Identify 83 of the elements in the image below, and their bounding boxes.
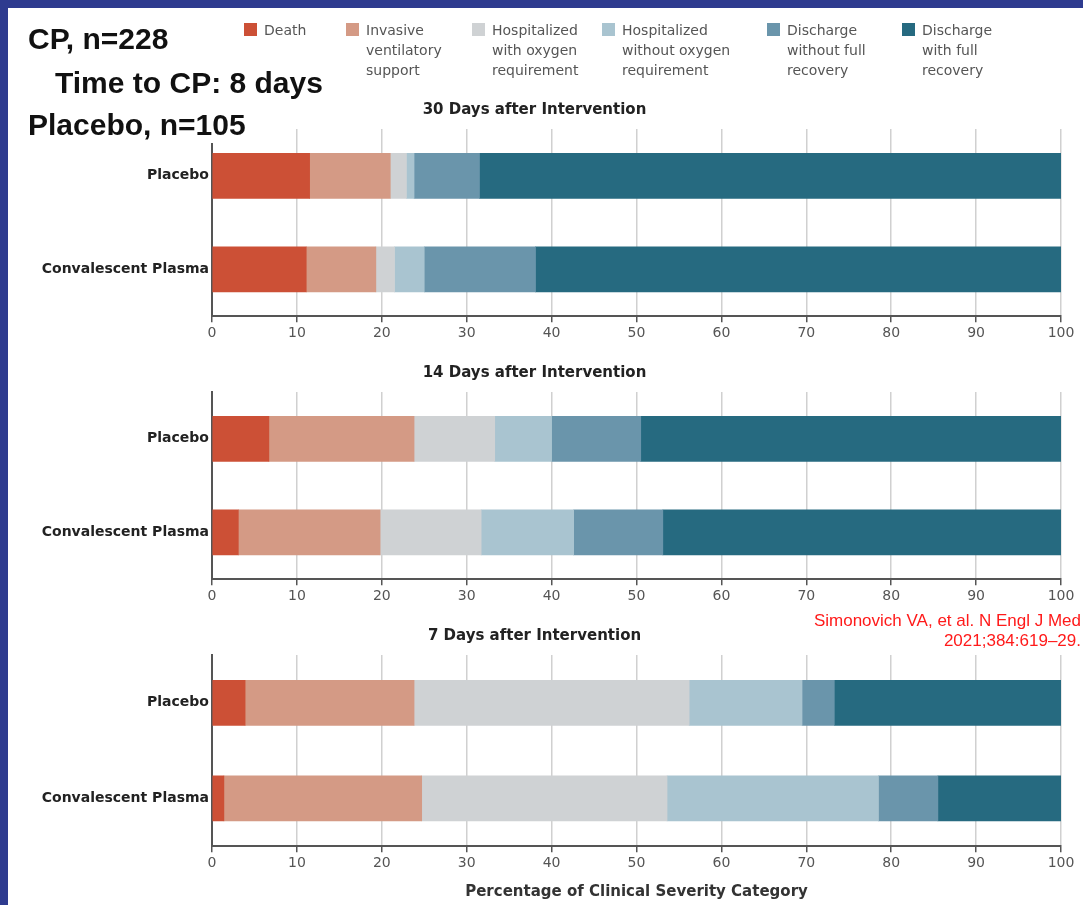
chart-title: 30 Days after Intervention (422, 99, 647, 118)
bar (535, 246, 1061, 293)
y-tick-label: Placebo (147, 166, 210, 183)
x-tick-label: 100 (1047, 587, 1075, 604)
legend-label: Hospitalized with oxygen requirement (492, 21, 580, 80)
bar (551, 415, 642, 462)
x-tick-label: 10 (287, 587, 306, 604)
bar (212, 775, 225, 822)
x-tick-label: 60 (712, 324, 731, 341)
bar (666, 775, 879, 822)
x-tick-label: 20 (372, 854, 391, 871)
x-tick-label: 20 (372, 587, 391, 604)
x-tick-label: 50 (627, 587, 646, 604)
x-tick-label: 60 (712, 587, 731, 604)
bar (480, 509, 574, 556)
bar (494, 415, 552, 462)
x-tick-label: 0 (207, 587, 217, 604)
bar (212, 246, 307, 293)
legend-label: Discharge without full recovery (787, 21, 867, 80)
x-tick-label: 60 (712, 854, 731, 871)
bar (688, 679, 803, 726)
x-tick-label: 20 (372, 324, 391, 341)
x-tick-label: 80 (882, 587, 901, 604)
bar (662, 509, 1061, 556)
x-tick-label: 0 (207, 854, 217, 871)
bar (573, 509, 664, 556)
bar (212, 152, 310, 199)
y-tick-label: Convalescent Plasma (41, 523, 209, 540)
x-tick-label: 100 (1047, 854, 1075, 871)
x-tick-label: 80 (882, 854, 901, 871)
bar (833, 679, 1061, 726)
y-tick-label: Placebo (147, 429, 210, 446)
x-tick-label: 50 (627, 324, 646, 341)
bar (801, 679, 835, 726)
legend-label: Invasive ventilatory support (366, 21, 443, 80)
chart-title: 14 Days after Intervention (422, 362, 647, 381)
bar (212, 509, 239, 556)
x-tick-label: 10 (287, 854, 306, 871)
text: CP, n=228 (28, 22, 169, 57)
bar (244, 679, 415, 726)
x-tick-label: 90 (967, 324, 986, 341)
bar (237, 509, 381, 556)
bar (309, 152, 391, 199)
y-tick-label: Placebo (147, 693, 210, 710)
x-tick-label: 50 (627, 854, 646, 871)
legend-label: Death (264, 21, 308, 40)
bar (389, 152, 407, 199)
bar (212, 679, 246, 726)
x-axis-title: Percentage of Clinical Severity Category (465, 881, 809, 900)
x-tick-label: 70 (797, 324, 816, 341)
bar (268, 415, 415, 462)
bar (413, 152, 480, 199)
x-tick-label: 30 (457, 854, 476, 871)
text: Simonovich VA, et al. N Engl J Med 2021;384:619–29. (741, 611, 1081, 651)
x-tick-label: 30 (457, 587, 476, 604)
x-tick-label: 70 (797, 587, 816, 604)
x-tick-label: 0 (207, 324, 217, 341)
legend-label: Hospitalized without oxygen requirement (622, 21, 732, 80)
x-tick-label: 40 (542, 587, 561, 604)
bar (212, 415, 270, 462)
x-tick-label: 90 (967, 587, 986, 604)
bar (223, 775, 423, 822)
x-tick-label: 90 (967, 854, 986, 871)
bar (878, 775, 939, 822)
x-tick-label: 40 (542, 324, 561, 341)
bar (640, 415, 1061, 462)
annotation: Placebo, n=105 (28, 108, 246, 143)
x-tick-label: 10 (287, 324, 306, 341)
x-tick-label: 100 (1047, 324, 1075, 341)
x-tick-label: 80 (882, 324, 901, 341)
bar (479, 152, 1061, 199)
legend-label: Discharge with full recovery (922, 21, 994, 80)
bar (394, 246, 425, 293)
chart-title: 7 Days after Intervention (427, 625, 642, 644)
bar (305, 246, 377, 293)
y-tick-label: Convalescent Plasma (41, 260, 209, 277)
text: Time to CP: 8 days (55, 66, 323, 101)
x-tick-label: 70 (797, 854, 816, 871)
x-tick-label: 40 (542, 854, 561, 871)
x-tick-label: 30 (457, 324, 476, 341)
y-tick-label: Convalescent Plasma (41, 789, 209, 806)
bar (937, 775, 1061, 822)
bar (423, 246, 536, 293)
